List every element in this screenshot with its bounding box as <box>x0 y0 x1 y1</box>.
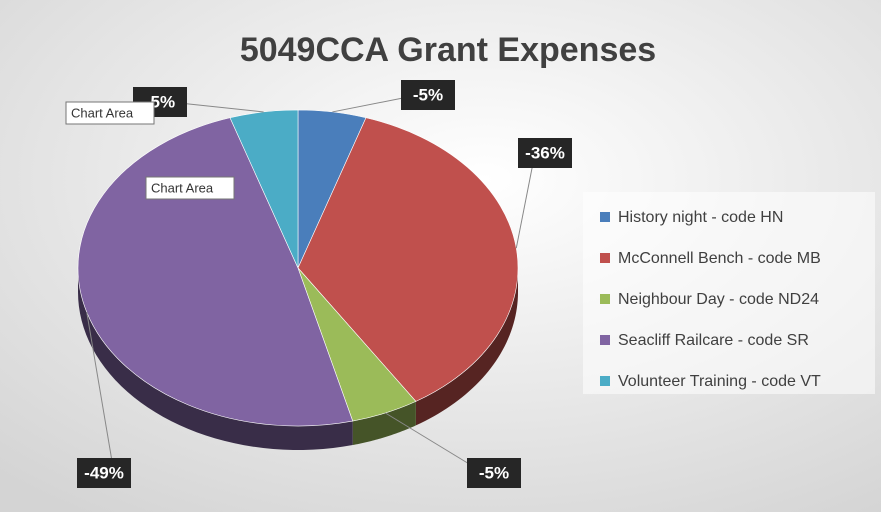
legend-label: Seacliff Railcare - code SR <box>618 332 809 349</box>
data-label: -5% <box>413 85 443 104</box>
data-label: -5% <box>479 463 509 482</box>
pie-slice <box>297 117 519 402</box>
data-label-box <box>77 458 131 488</box>
tooltip-box <box>145 176 235 200</box>
data-label: -36% <box>525 143 565 162</box>
tooltip-box <box>65 101 155 125</box>
leader-line <box>515 152 536 249</box>
tooltip-text: Chart Area <box>71 105 134 120</box>
legend-swatch <box>600 294 610 304</box>
legend-swatch <box>600 376 610 386</box>
data-label: -49% <box>84 463 124 482</box>
chart-title: 5049CCA Grant Expenses <box>240 31 656 69</box>
legend-swatch <box>600 253 610 263</box>
legend-label: McConnell Bench - code MB <box>618 250 821 267</box>
data-label-box <box>467 458 521 488</box>
pie-side <box>78 268 353 450</box>
legend-swatch <box>600 335 610 345</box>
pie-side <box>415 268 518 426</box>
data-label-box <box>518 138 572 168</box>
data-label-box <box>401 80 455 110</box>
tooltip-text: Chart Area <box>151 180 214 195</box>
leader-line <box>86 311 115 474</box>
legend-label: Neighbour Day - code ND24 <box>618 291 819 308</box>
pie-side <box>352 401 416 446</box>
legend-label: History night - code HN <box>618 209 783 226</box>
legend-label: Volunteer Training - code VT <box>618 373 821 390</box>
legend-box <box>583 192 875 394</box>
legend-swatch <box>600 212 610 222</box>
